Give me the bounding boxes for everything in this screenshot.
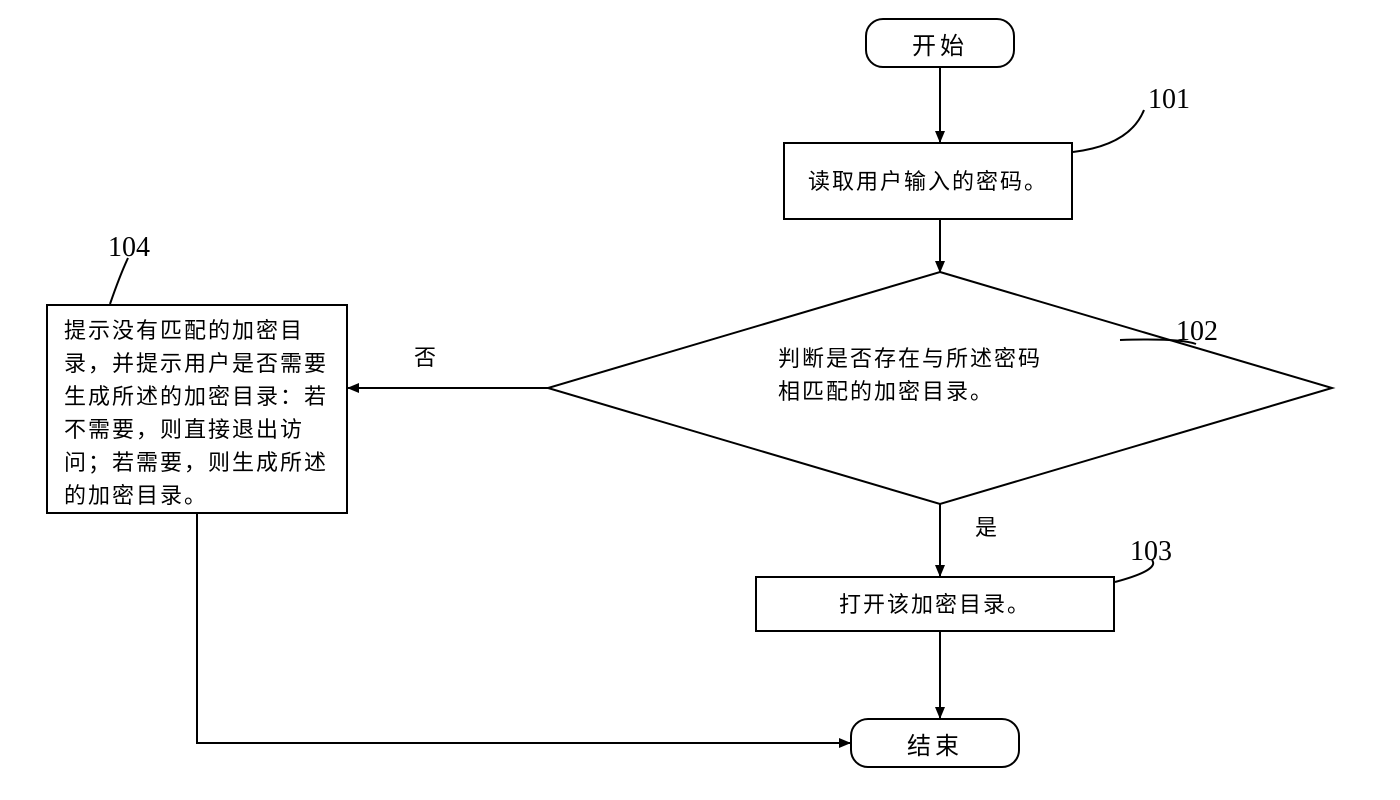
end-text: 结束 — [907, 726, 963, 761]
callout-101 — [1073, 110, 1144, 152]
process-104: 提示没有匹配的加密目录，并提示用户是否需要生成所述的加密目录：若不需要，则直接退… — [46, 304, 348, 514]
callout-104 — [110, 258, 128, 304]
start-text: 开始 — [912, 26, 968, 61]
start-node: 开始 — [865, 18, 1015, 68]
label-103: 103 — [1130, 536, 1172, 568]
process-101-text: 读取用户输入的密码。 — [808, 165, 1048, 198]
end-node: 结束 — [850, 718, 1020, 768]
process-104-text: 提示没有匹配的加密目录，并提示用户是否需要生成所述的加密目录：若不需要，则直接退… — [64, 314, 330, 512]
process-103-text: 打开该加密目录。 — [839, 588, 1031, 621]
flowchart-canvas: 开始 读取用户输入的密码。 判断是否存在与所述密码相匹配的加密目录。 打开该加密… — [0, 0, 1400, 800]
edge-n104-end — [197, 514, 850, 743]
process-103: 打开该加密目录。 — [755, 576, 1115, 632]
label-101: 101 — [1148, 84, 1190, 116]
label-104: 104 — [108, 232, 150, 264]
edge-label-no: 否 — [414, 340, 438, 372]
process-101: 读取用户输入的密码。 — [783, 142, 1073, 220]
label-102: 102 — [1176, 316, 1218, 348]
edge-label-yes: 是 — [975, 510, 999, 542]
decision-102-text: 判断是否存在与所述密码相匹配的加密目录。 — [778, 342, 1058, 408]
